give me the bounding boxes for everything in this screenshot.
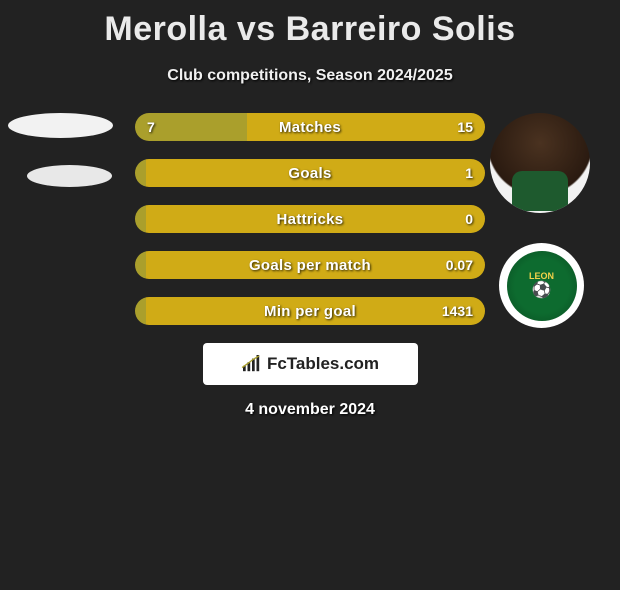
- stat-label: Min per goal: [135, 297, 485, 325]
- stat-label: Goals: [135, 159, 485, 187]
- page-subtitle: Club competitions, Season 2024/2025: [0, 67, 620, 85]
- stat-row: Goals per match0.07: [135, 251, 485, 279]
- player-right-avatar: [490, 113, 590, 213]
- stat-value-right: 0: [465, 205, 473, 233]
- brand-badge: FcTables.com: [203, 343, 418, 385]
- stat-value-left: 7: [147, 113, 155, 141]
- stat-value-right: 1431: [442, 297, 473, 325]
- club-right-logo: LEON ⚽: [499, 243, 584, 328]
- stat-value-right: 15: [457, 113, 473, 141]
- soccer-ball-icon: ⚽: [532, 283, 552, 299]
- stat-value-right: 1: [465, 159, 473, 187]
- stat-row: Min per goal1431: [135, 297, 485, 325]
- bar-chart-icon: [241, 355, 263, 373]
- stat-row: Matches7 15: [135, 113, 485, 141]
- stat-bars: Matches7 15 Goals1 Hattricks0 Goals per matc…: [135, 113, 485, 325]
- club-right-label: LEON: [529, 272, 554, 281]
- player-left-avatar: [8, 113, 113, 138]
- stat-label: Hattricks: [135, 205, 485, 233]
- snapshot-date: 4 november 2024: [0, 401, 620, 419]
- stat-label: Goals per match: [135, 251, 485, 279]
- page-title: Merolla vs Barreiro Solis: [0, 10, 620, 49]
- club-right-badge: LEON ⚽: [507, 251, 577, 321]
- club-left-logo: [27, 165, 112, 187]
- stat-row: Hattricks0: [135, 205, 485, 233]
- stat-label: Matches: [135, 113, 485, 141]
- brand-text: FcTables.com: [267, 354, 379, 374]
- comparison-panel: LEON ⚽ Matches7 15 Goals1 Hattricks0 Goals p…: [0, 113, 620, 419]
- stat-row: Goals1: [135, 159, 485, 187]
- stat-value-right: 0.07: [446, 251, 473, 279]
